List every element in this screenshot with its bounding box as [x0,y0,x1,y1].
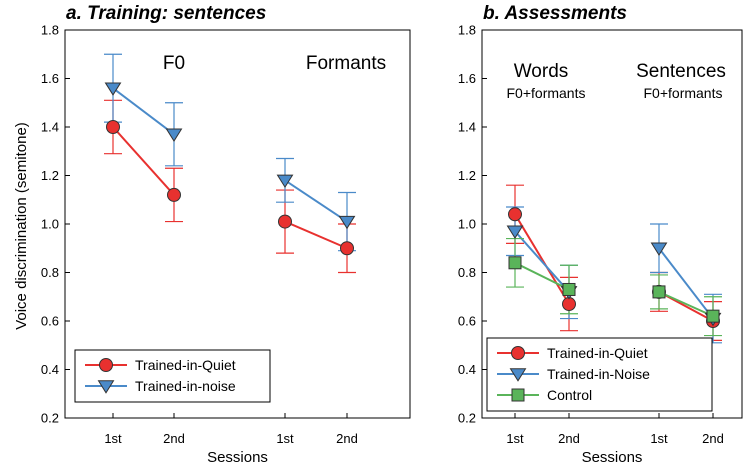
y-tick-label: 0.2 [458,411,476,426]
y-tick-label: 0.4 [458,362,476,377]
series-line [284,179,348,223]
y-tick-label: 1.8 [458,23,476,38]
y-tick-label: 0.4 [41,362,59,377]
data-point [278,214,292,229]
x-tick-label: 1st [276,431,294,446]
data-point [706,309,720,323]
data-point [562,282,576,296]
y-tick-label: 1.6 [458,71,476,86]
panel-title: b. Assessments [483,3,627,24]
y-tick-label: 1.0 [41,217,59,232]
panel-training: a. Training: sentences 0.2 0.4 0.6 0.8 1.0 1.2… [41,3,411,466]
series-line [658,290,714,318]
x-tick-label: 1st [506,431,524,446]
legend-item: Control [497,387,592,403]
data-point [104,82,122,96]
data-point [106,120,120,134]
legend-marker [99,358,113,372]
y-tick-label: 0.8 [41,265,59,280]
x-tick-label: 2nd [163,431,185,446]
x-tick-label: 1st [650,431,668,446]
x-axis-label: Sessions [582,449,643,466]
legend-label: Trained-in-noise [135,378,236,394]
data-point [165,128,183,142]
data-point [508,256,522,270]
data-point [650,242,668,256]
data-point [508,207,522,222]
legend: Trained-in-Quiet Trained-in-noise [74,349,271,403]
x-axis-label: Sessions [207,449,268,466]
data-point [652,285,666,299]
y-tick-label: 1.6 [41,71,59,86]
series-line [514,261,570,291]
panel-assessments: b. Assessments 0.2 0.4 0.6 0.8 1.0 1.2 1.4 1.6 1.… [458,3,743,466]
panel-title: a. Training: sentences [66,3,266,24]
legend-item: Trained-in-Quiet [85,357,236,373]
legend: Trained-in-Quiet Trained-in-Noise Control [486,337,713,412]
series-line [514,213,570,305]
group-label: F0 [163,53,185,74]
legend-label: Trained-in-Noise [547,366,650,382]
legend-item: Trained-in-Quiet [497,345,648,361]
y-tick-label: 1.4 [41,120,59,135]
y-tick-label: 0.2 [41,411,59,426]
group-sublabel: F0+formants [507,85,586,101]
data-point [506,225,524,239]
legend-marker [97,380,115,394]
x-tick-label: 2nd [558,431,580,446]
series-trained-in-noise [104,53,356,252]
series-trained-in-quiet [104,99,356,274]
legend-marker [511,388,525,402]
y-tick-label: 1.2 [41,168,59,183]
series-line [112,126,175,196]
series-line [514,230,570,293]
data-point [340,241,354,256]
y-tick-label: 0.8 [458,265,476,280]
y-axis-label: Voice discrimination (semitone) [13,122,30,330]
x-tick-label: 2nd [702,431,724,446]
group-sublabel: F0+formants [644,85,723,101]
legend-label: Trained-in-Quiet [135,357,236,373]
group-label: Sentences [636,61,726,82]
y-tick-label: 1.0 [458,217,476,232]
data-point [167,187,181,202]
data-point [276,174,294,189]
series-line [112,87,175,136]
y-tick-label: 1.4 [458,120,476,135]
x-tick-label: 1st [104,431,122,446]
group-label: Formants [306,53,386,74]
legend-marker [509,368,527,382]
y-tick-label: 0.6 [41,314,59,329]
y-tick-label: 0.6 [458,314,476,329]
y-tick-label: 1.2 [458,168,476,183]
x-tick-label: 2nd [336,431,358,446]
series-trained-in-quiet [506,184,722,341]
legend-marker [511,346,525,360]
y-tick-label: 1.8 [41,23,59,38]
series-line [284,220,348,250]
data-point [338,215,356,230]
legend-label: Control [547,387,592,403]
series-line [658,247,714,320]
legend-item: Trained-in-Noise [497,366,650,382]
legend-label: Trained-in-Quiet [547,345,648,361]
legend-item: Trained-in-noise [85,378,236,394]
group-label: Words [514,61,569,82]
